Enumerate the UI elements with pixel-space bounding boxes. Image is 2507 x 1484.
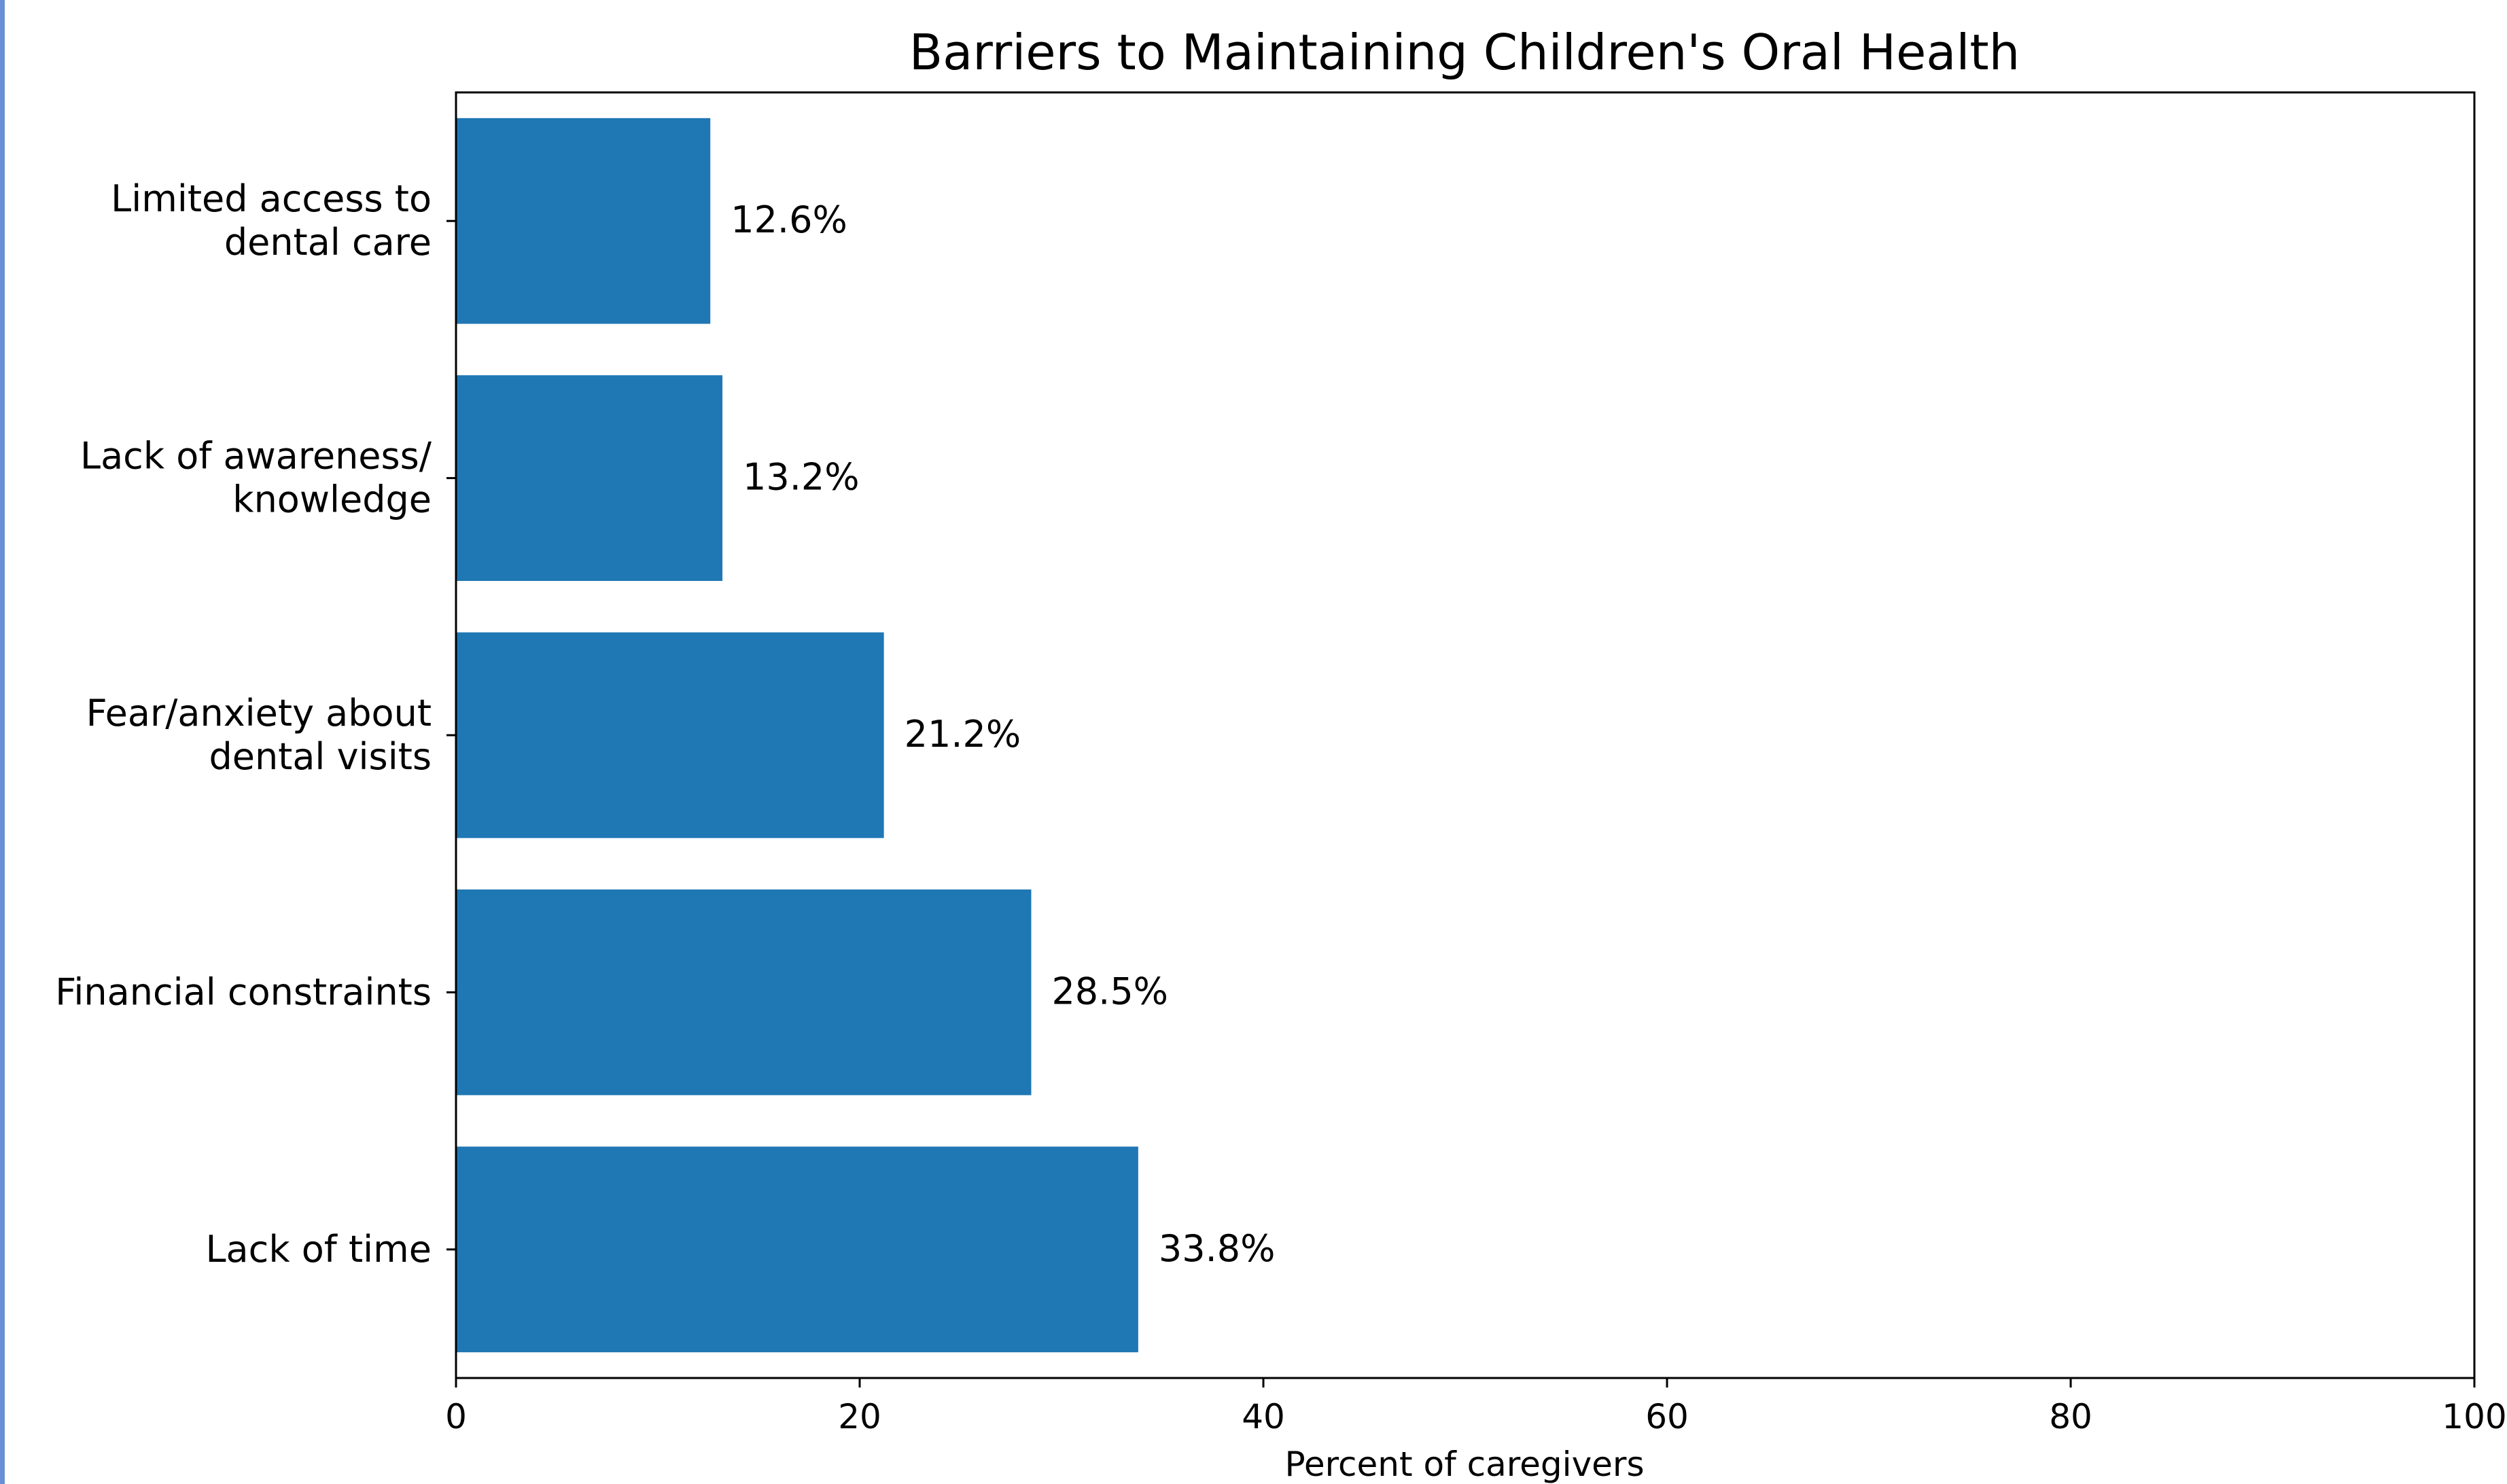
bars-layer: 33.8% 28.5% 21.2% 13.2% 12.6%: [456, 118, 1276, 1353]
bar: [456, 375, 723, 581]
y-tick-label: Lack of awareness/: [80, 435, 432, 478]
plot-frame: [455, 91, 2476, 1379]
x-tick-label: 20: [838, 1397, 881, 1436]
bar-value-label: 13.2%: [743, 456, 860, 499]
bar-value-label: 33.8%: [1159, 1227, 1276, 1270]
y-tick-label: knowledge: [232, 478, 432, 521]
x-tick-label: 40: [1242, 1397, 1285, 1436]
y-tick-label: Limited access to: [111, 177, 432, 220]
x-tick-label: 0: [445, 1397, 467, 1436]
y-tick-label: Fear/anxiety about: [86, 692, 432, 735]
bar-value-label: 28.5%: [1051, 970, 1168, 1012]
x-tick-label: 60: [1645, 1397, 1689, 1436]
x-tick-label: 80: [2049, 1397, 2092, 1436]
left-edge-strip: [0, 0, 5, 1484]
bar-value-label: 21.2%: [905, 713, 1021, 756]
y-tick-label: Lack of time: [205, 1228, 432, 1271]
chart-title: Barriers to Maintaining Children's Oral …: [909, 24, 2020, 81]
bar: [456, 118, 711, 324]
y-tick-label: dental care: [224, 221, 432, 264]
y-tick-labels: Lack of time Financial constraints Fear/an…: [55, 177, 456, 1271]
bar: [456, 889, 1032, 1095]
x-tick-label: 100: [2442, 1397, 2506, 1436]
x-axis-ticks: 0 20 40 60 80 100: [445, 1378, 2507, 1436]
x-axis-label: Percent of caregivers: [1284, 1445, 1644, 1484]
bar: [456, 1146, 1138, 1353]
bar: [456, 632, 884, 838]
y-tick-label: dental visits: [209, 735, 432, 778]
y-tick-label: Financial constraints: [55, 970, 432, 1013]
bar-value-label: 12.6%: [731, 198, 847, 241]
